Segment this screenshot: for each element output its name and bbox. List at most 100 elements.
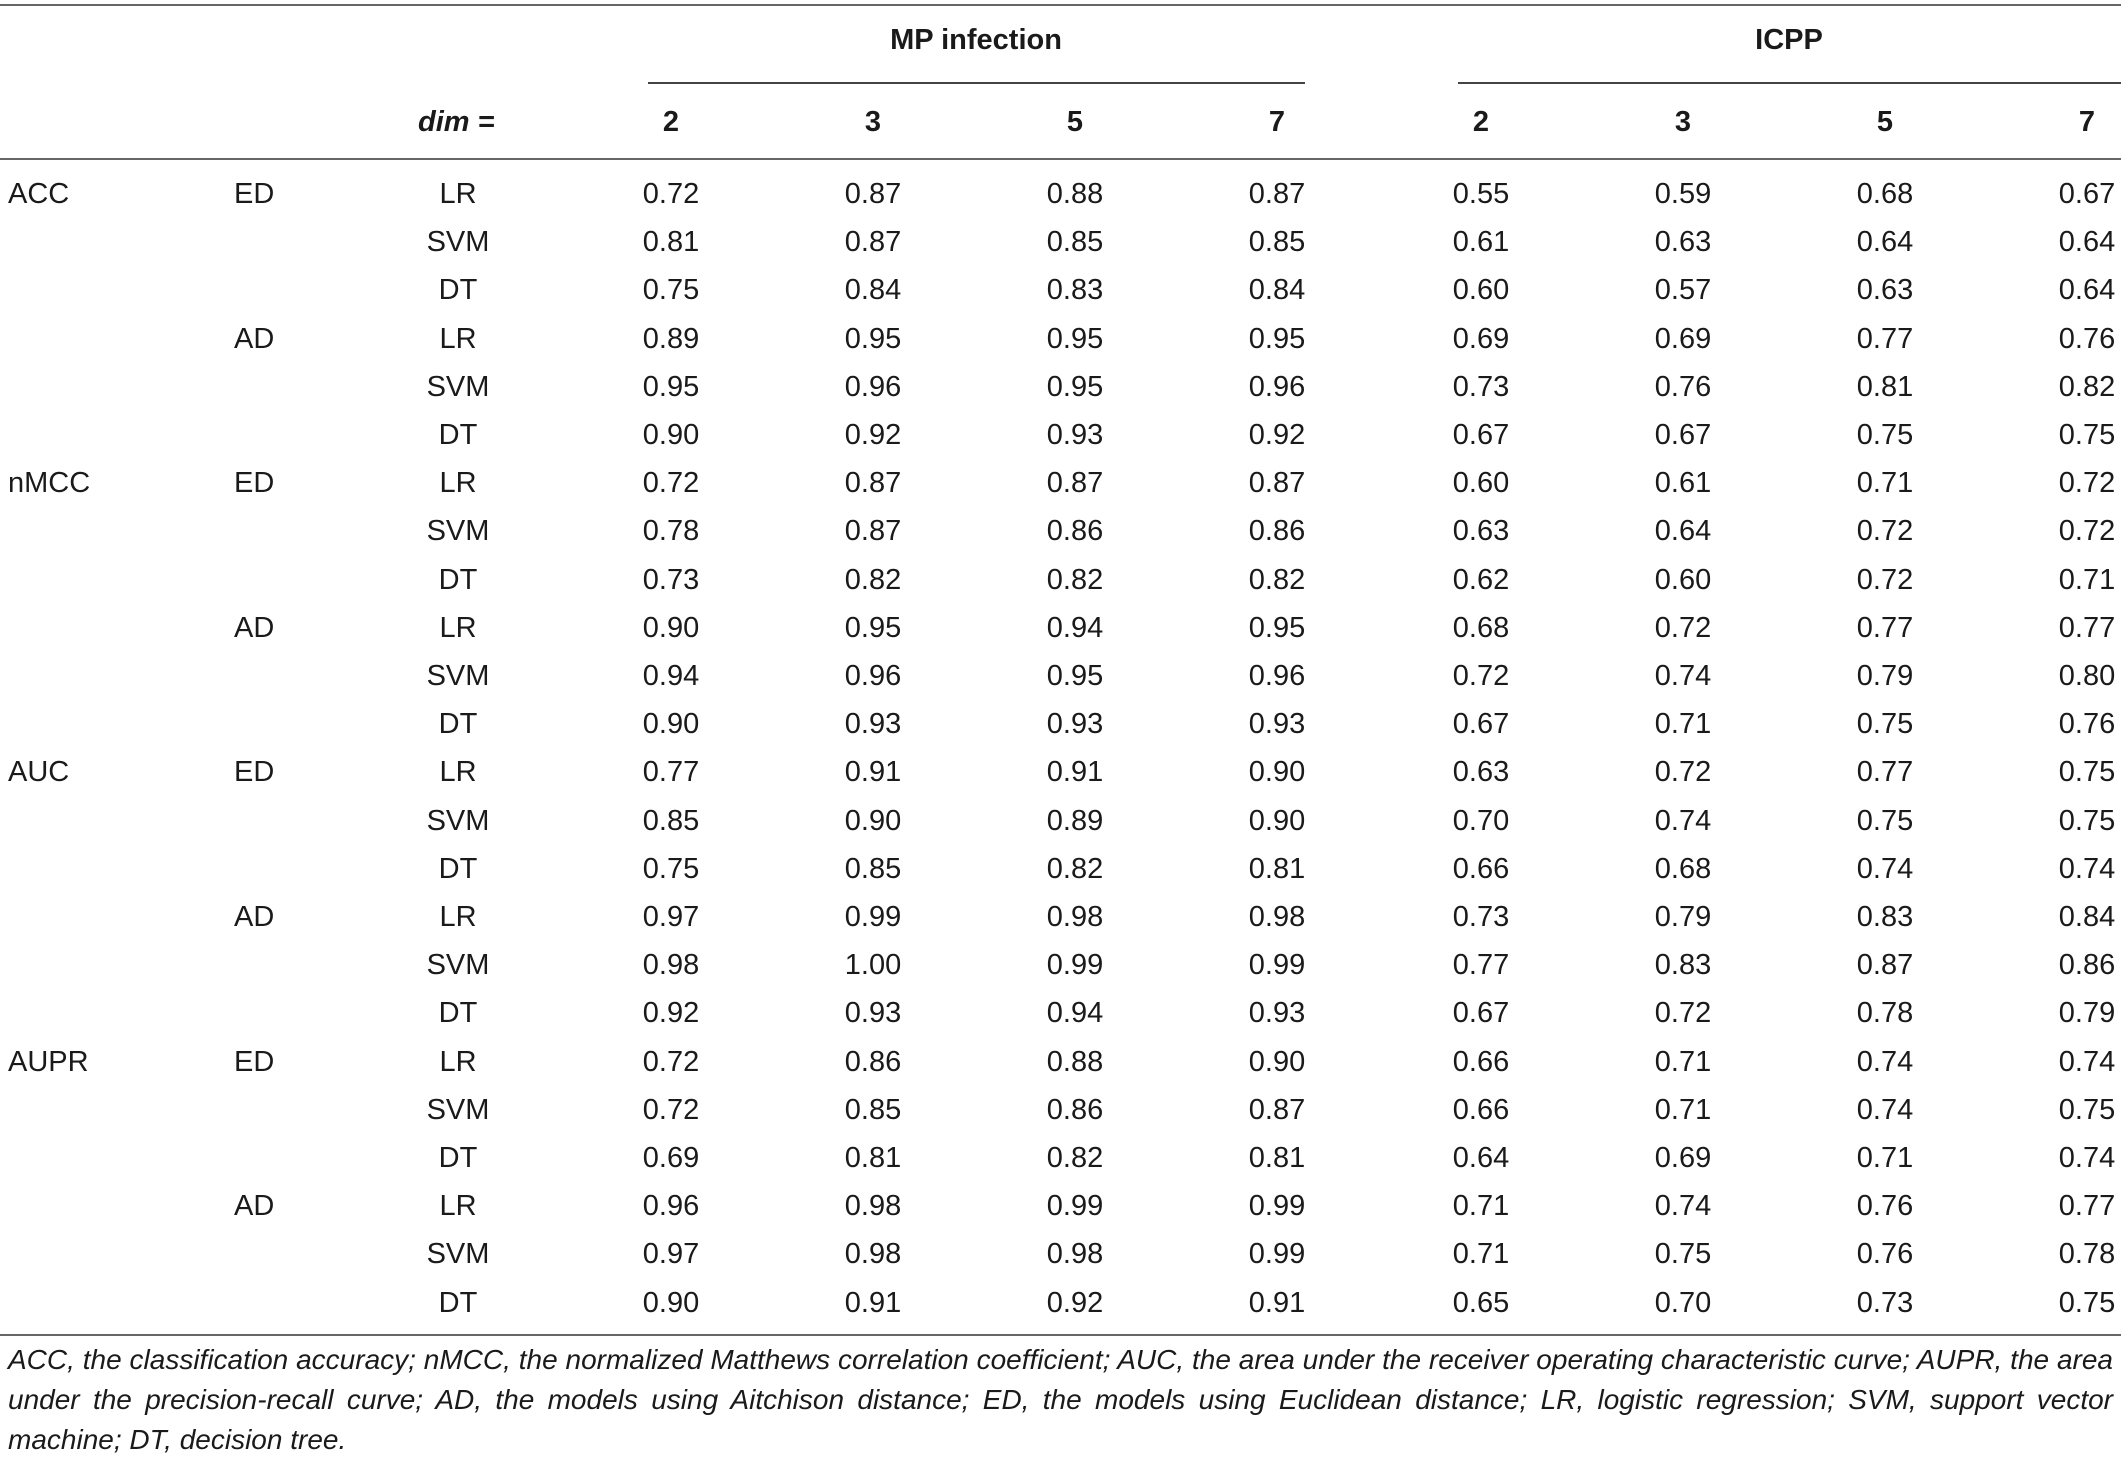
- value-cell: 0.84: [2058, 901, 2116, 933]
- value-cell: 0.63: [1654, 226, 1712, 259]
- value-cell: 0.67: [1452, 708, 1510, 741]
- value-cell: 0.96: [844, 660, 902, 692]
- value-cell: 0.95: [1248, 322, 1306, 355]
- value-cell: 0.95: [844, 322, 902, 355]
- dim-header-icpp-3: 3: [1674, 106, 1692, 138]
- value-cell: 0.72: [1856, 563, 1914, 596]
- metric-cell: AUC: [8, 756, 70, 789]
- value-cell: 0.95: [642, 370, 700, 403]
- model-cell: SVM: [426, 515, 490, 548]
- value-cell: 0.63: [1856, 274, 1914, 307]
- value-cell: 0.96: [1248, 370, 1306, 403]
- value-cell: 0.75: [1856, 708, 1914, 741]
- value-cell: 0.75: [1654, 1238, 1712, 1271]
- value-cell: 0.87: [844, 515, 902, 548]
- value-cell: 0.78: [2058, 1238, 2116, 1271]
- value-cell: 0.86: [1248, 515, 1306, 548]
- value-cell: 0.78: [1856, 997, 1914, 1030]
- metric-cell: nMCC: [8, 467, 91, 500]
- model-cell: DT: [438, 274, 478, 307]
- distance-cell: ED: [234, 1045, 275, 1078]
- value-cell: 0.74: [1856, 1093, 1914, 1126]
- model-cell: SVM: [426, 370, 490, 403]
- value-cell: 0.61: [1654, 467, 1712, 500]
- value-cell: 0.71: [1856, 1142, 1914, 1174]
- distance-cell: AD: [234, 901, 275, 933]
- value-cell: 0.90: [642, 419, 700, 451]
- model-cell: DT: [438, 1142, 478, 1174]
- model-cell: SVM: [426, 1093, 490, 1126]
- value-cell: 0.57: [1654, 274, 1712, 307]
- group-header-icpp: ICPP: [1755, 24, 1823, 56]
- value-cell: 0.95: [1046, 370, 1104, 403]
- value-cell: 0.72: [2058, 467, 2116, 500]
- value-cell: 0.82: [844, 563, 902, 596]
- value-cell: 0.92: [642, 997, 700, 1030]
- value-cell: 0.77: [2058, 611, 2116, 644]
- top-rule: [0, 4, 2121, 6]
- value-cell: 0.91: [1046, 756, 1104, 789]
- value-cell: 0.90: [844, 804, 902, 837]
- model-cell: DT: [438, 997, 478, 1030]
- value-cell: 0.77: [2058, 1190, 2116, 1223]
- value-cell: 0.87: [1046, 467, 1104, 500]
- value-cell: 0.93: [844, 997, 902, 1030]
- value-cell: 0.82: [1046, 1142, 1104, 1174]
- value-cell: 0.82: [2058, 370, 2116, 403]
- distance-cell: AD: [234, 611, 275, 644]
- value-cell: 0.82: [1046, 852, 1104, 885]
- metric-cell: ACC: [8, 178, 70, 210]
- value-cell: 0.72: [642, 1093, 700, 1126]
- value-cell: 0.92: [1248, 419, 1306, 451]
- value-cell: 0.68: [1654, 852, 1712, 885]
- value-cell: 0.91: [1248, 1286, 1306, 1319]
- value-cell: 0.85: [642, 804, 700, 837]
- model-cell: DT: [438, 1286, 478, 1319]
- value-cell: 0.94: [1046, 997, 1104, 1030]
- value-cell: 0.95: [844, 611, 902, 644]
- value-cell: 0.73: [642, 563, 700, 596]
- value-cell: 0.85: [1046, 226, 1104, 259]
- value-cell: 0.89: [642, 322, 700, 355]
- group-header-mp-infection: MP infection: [890, 24, 1062, 56]
- value-cell: 0.95: [1046, 660, 1104, 692]
- value-cell: 0.76: [2058, 322, 2116, 355]
- value-cell: 0.72: [642, 1045, 700, 1078]
- value-cell: 0.59: [1654, 178, 1712, 210]
- value-cell: 0.75: [642, 852, 700, 885]
- value-cell: 0.75: [1856, 804, 1914, 837]
- value-cell: 0.91: [844, 756, 902, 789]
- value-cell: 0.77: [1856, 322, 1914, 355]
- value-cell: 0.99: [1046, 1190, 1104, 1223]
- value-cell: 0.70: [1654, 1286, 1712, 1319]
- value-cell: 0.72: [1856, 515, 1914, 548]
- value-cell: 0.79: [1856, 660, 1914, 692]
- value-cell: 0.77: [1452, 949, 1510, 982]
- dim-header-mp-5: 5: [1066, 106, 1084, 138]
- value-cell: 0.90: [642, 708, 700, 741]
- value-cell: 0.71: [1654, 1045, 1712, 1078]
- value-cell: 0.65: [1452, 1286, 1510, 1319]
- value-cell: 0.67: [1452, 997, 1510, 1030]
- dim-header-icpp-7: 7: [2078, 106, 2096, 138]
- value-cell: 0.63: [1452, 515, 1510, 548]
- value-cell: 0.83: [1046, 274, 1104, 307]
- value-cell: 0.64: [1856, 226, 1914, 259]
- value-cell: 0.99: [844, 901, 902, 933]
- value-cell: 1.00: [844, 949, 902, 982]
- value-cell: 0.79: [1654, 901, 1712, 933]
- dim-header-icpp-2: 2: [1472, 106, 1490, 138]
- value-cell: 0.87: [844, 467, 902, 500]
- value-cell: 0.92: [844, 419, 902, 451]
- value-cell: 0.84: [1248, 274, 1306, 307]
- value-cell: 0.64: [2058, 226, 2116, 259]
- value-cell: 0.81: [844, 1142, 902, 1174]
- table-bottom-rule: [0, 1334, 2121, 1336]
- value-cell: 0.81: [1248, 852, 1306, 885]
- dim-header-mp-7: 7: [1268, 106, 1286, 138]
- value-cell: 0.96: [1248, 660, 1306, 692]
- value-cell: 0.69: [1654, 1142, 1712, 1174]
- value-cell: 0.99: [1046, 949, 1104, 982]
- value-cell: 0.93: [844, 708, 902, 741]
- value-cell: 0.63: [1452, 756, 1510, 789]
